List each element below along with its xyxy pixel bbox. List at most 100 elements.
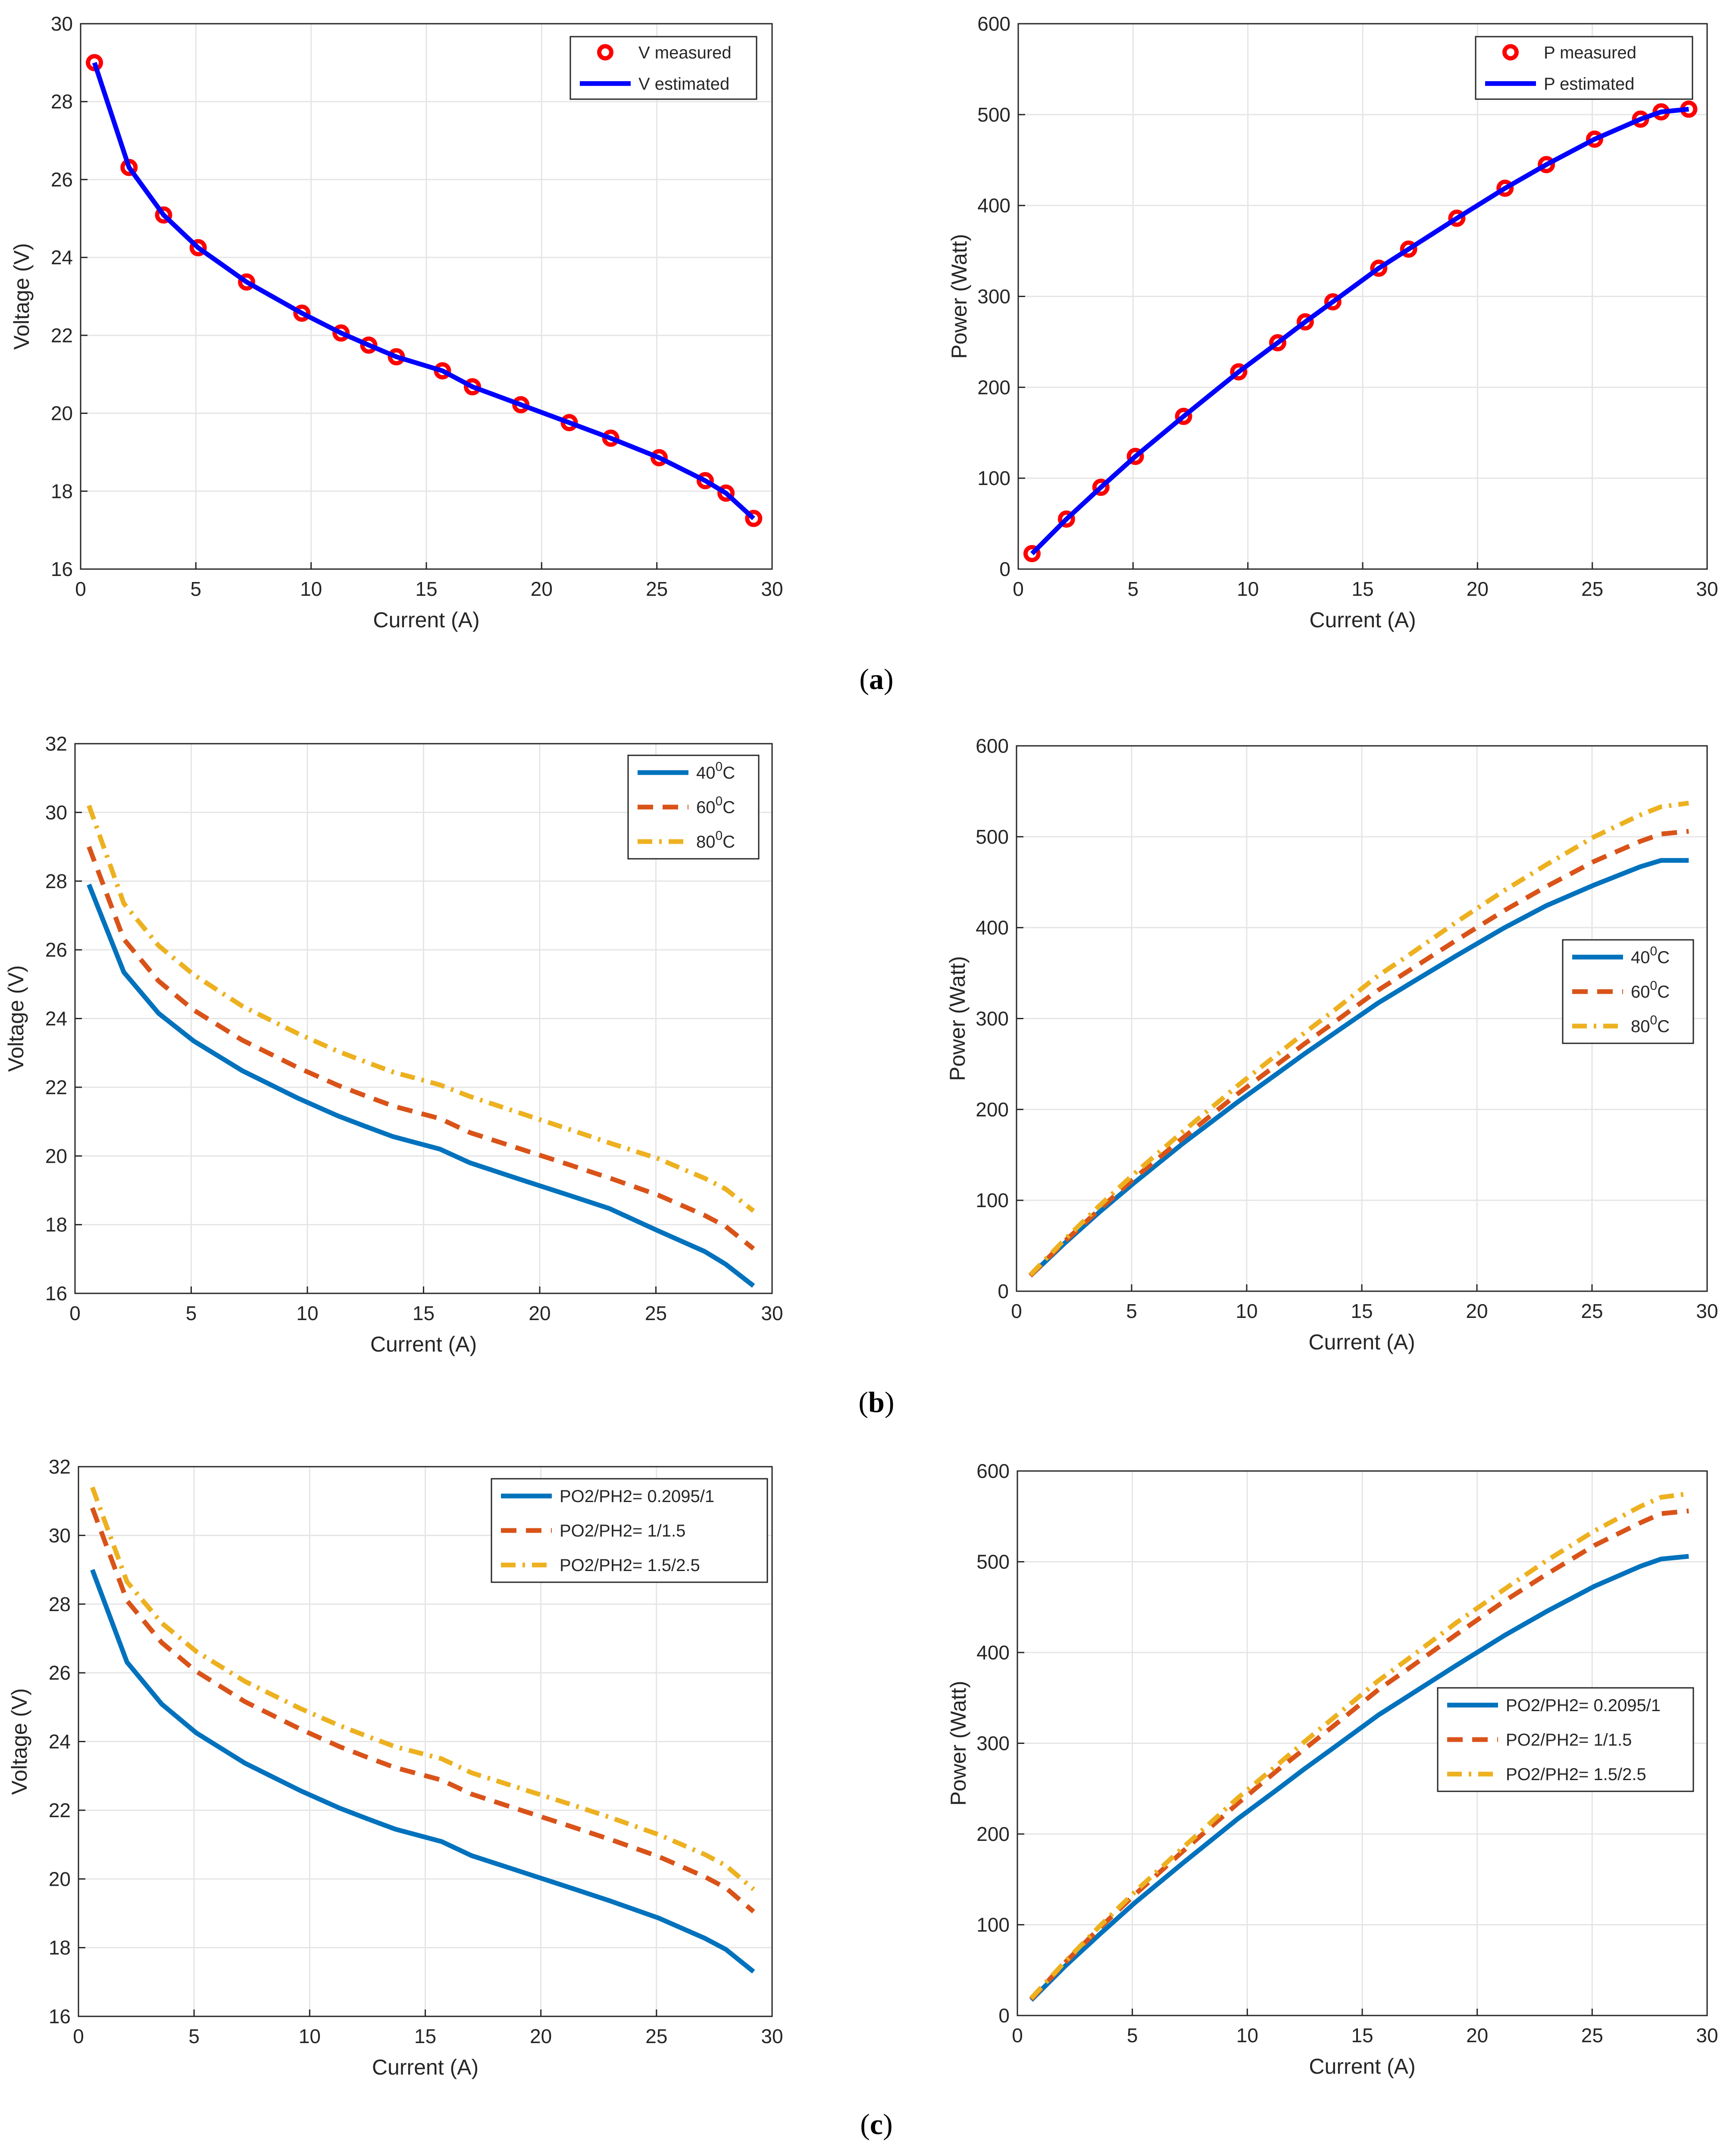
c-power-xtick-4: 20 xyxy=(1466,2024,1488,2047)
b-power-legend-value-0: 40 xyxy=(1631,948,1650,967)
b-voltage-legend-value-1: 60 xyxy=(696,798,716,817)
b-power-xtick-4: 20 xyxy=(1466,1300,1488,1322)
a-voltage-ylabel: Voltage (V) xyxy=(9,243,34,350)
c-voltage-ytick-5: 26 xyxy=(49,1662,71,1684)
c-voltage-line-2 xyxy=(90,1486,755,1891)
c-power-xtick-2: 10 xyxy=(1236,2024,1258,2047)
c-voltage-ytick-6: 28 xyxy=(49,1593,71,1615)
a-power-ytick-0: 0 xyxy=(999,558,1010,580)
c-voltage-legend-label-0: PO2/PH2= 0.2095/1 xyxy=(560,1487,714,1506)
c-power-ytick-0: 0 xyxy=(998,2004,1010,2027)
a-power-xtick-6: 30 xyxy=(1696,578,1718,600)
c-voltage-line-0 xyxy=(90,1569,755,1974)
c-voltage-ytick-0: 16 xyxy=(49,2005,71,2028)
b-voltage-series-0 xyxy=(87,883,755,1288)
b-voltage-ytick-0: 16 xyxy=(45,1282,67,1305)
caption-a-letter: a xyxy=(869,663,884,695)
b-voltage-xtick-4: 20 xyxy=(529,1302,551,1324)
c-power-legend-label-1: PO2/PH2= 1/1.5 xyxy=(1506,1731,1632,1750)
b-voltage-legend-unit-2: C xyxy=(723,833,735,851)
b-voltage-ylabel: Voltage (V) xyxy=(4,965,28,1072)
b-power-legend-unit-0: C xyxy=(1657,948,1670,967)
b-voltage-xtick-0: 0 xyxy=(69,1302,81,1324)
a-power-legend-label-0: P measured xyxy=(1544,43,1636,62)
c-power-legend-label-0: PO2/PH2= 0.2095/1 xyxy=(1506,1696,1661,1715)
b-voltage-xtick-6: 30 xyxy=(761,1302,783,1324)
a-voltage-ytick-0: 16 xyxy=(51,558,73,580)
b-power-ytick-2: 200 xyxy=(976,1098,1009,1120)
a-voltage-line-1 xyxy=(92,62,755,520)
b-voltage-xtick-5: 25 xyxy=(645,1302,667,1324)
b-power-ytick-4: 400 xyxy=(976,917,1009,939)
a-voltage-ytick-7: 30 xyxy=(51,13,73,35)
b-power-xlabel: Current (A) xyxy=(1308,1330,1415,1354)
a-power-marker-9 xyxy=(1370,260,1388,277)
b-voltage-ytick-4: 24 xyxy=(45,1008,67,1030)
b-voltage-ytick-8: 32 xyxy=(45,732,67,755)
b-power-legend-value-2: 80 xyxy=(1631,1017,1650,1036)
b-voltage-line-1 xyxy=(87,846,755,1251)
b-power-ytick-6: 600 xyxy=(976,735,1009,757)
c-power-ylabel: Power (Watt) xyxy=(946,1681,970,1806)
a-power-marker-2 xyxy=(1092,479,1110,496)
caption-c-letter: c xyxy=(870,2108,883,2141)
c-power-line-2 xyxy=(1029,1491,1689,2000)
b-voltage-xtick-3: 15 xyxy=(413,1302,435,1324)
a-voltage-xtick-5: 25 xyxy=(646,578,668,600)
a-voltage-series-1 xyxy=(92,62,755,520)
a-voltage-xtick-2: 10 xyxy=(300,578,322,600)
b-power-line-2 xyxy=(1029,801,1689,1277)
a-power-xtick-3: 15 xyxy=(1351,578,1373,600)
a-power-legend-label-1: P estimated xyxy=(1544,75,1635,94)
c-power-ytick-5: 500 xyxy=(976,1551,1010,1573)
c-voltage-ytick-2: 20 xyxy=(49,1868,71,1890)
c-voltage-ytick-7: 30 xyxy=(49,1524,71,1546)
b-power-legend-label-0: 400C xyxy=(1631,944,1670,967)
b-power-legend-label-2: 800C xyxy=(1631,1013,1670,1036)
b-power-ytick-5: 500 xyxy=(976,826,1009,848)
c-voltage-xtick-0: 0 xyxy=(73,2025,84,2047)
a-voltage-marker-7 xyxy=(360,336,378,354)
charts-layer: 0 5 10 15 20 25 30 16 18 20 22 24 26 28 30 Current (A) V… xyxy=(4,13,1718,2079)
b-voltage-legend-value-2: 80 xyxy=(696,833,716,851)
a-voltage-ytick-1: 18 xyxy=(51,480,73,502)
a-power-marker-7 xyxy=(1296,313,1314,331)
c-voltage-xlabel: Current (A) xyxy=(372,2055,479,2079)
b-power-ytick-0: 0 xyxy=(998,1280,1009,1302)
b-voltage-xlabel: Current (A) xyxy=(370,1332,477,1356)
a-voltage-xtick-4: 20 xyxy=(531,578,553,600)
b-voltage-line-0 xyxy=(87,883,755,1288)
c-voltage-ytick-4: 24 xyxy=(49,1731,71,1753)
a-power-xtick-0: 0 xyxy=(1013,578,1024,600)
c-power-ytick-4: 400 xyxy=(976,1641,1010,1664)
c-voltage-legend: PO2/PH2= 0.2095/1 PO2/PH2= 1/1.5 PO2/PH2= … xyxy=(491,1478,768,1583)
b-voltage-ytick-1: 18 xyxy=(45,1214,67,1236)
a-power-marker-4 xyxy=(1175,407,1192,425)
c-power-legend: PO2/PH2= 0.2095/1 PO2/PH2= 1/1.5 PO2/PH2= … xyxy=(1437,1687,1694,1792)
a-voltage-xtick-6: 30 xyxy=(761,578,783,600)
a-power-marker-5 xyxy=(1230,363,1248,381)
a-voltage-ytick-4: 24 xyxy=(51,246,73,269)
a-power-legend: P measured P estimated xyxy=(1475,36,1693,100)
a-power-marker-11 xyxy=(1448,210,1466,227)
b-power-xtick-5: 25 xyxy=(1581,1300,1603,1322)
a-voltage-ytick-5: 26 xyxy=(51,168,73,191)
a-power-marker-14 xyxy=(1586,130,1603,148)
b-power-ytick-3: 300 xyxy=(976,1008,1009,1030)
b-voltage-ytick-6: 28 xyxy=(45,870,67,892)
a-power-line-1 xyxy=(1030,106,1689,556)
a-voltage-series-0 xyxy=(86,54,763,527)
a-voltage-legend-label-0: V measured xyxy=(638,43,732,62)
c-voltage-series-2 xyxy=(90,1486,755,1891)
a-voltage-marker-6 xyxy=(332,324,350,342)
a-voltage-marker-16 xyxy=(717,484,735,502)
c-power-ytick-3: 300 xyxy=(976,1732,1010,1755)
c-voltage-ylabel: Voltage (V) xyxy=(7,1688,31,1795)
c-voltage-ytick-3: 22 xyxy=(49,1799,71,1822)
a-power-ytick-1: 100 xyxy=(977,467,1010,489)
